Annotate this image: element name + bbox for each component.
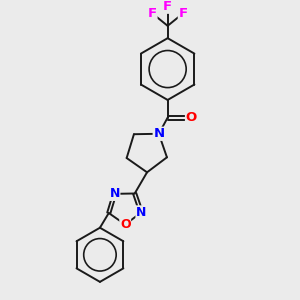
Text: N: N <box>153 127 164 140</box>
Text: F: F <box>178 7 188 20</box>
Text: F: F <box>163 0 172 13</box>
Text: N: N <box>136 206 146 219</box>
Text: O: O <box>186 111 197 124</box>
Text: F: F <box>148 7 157 20</box>
Text: O: O <box>120 218 130 231</box>
Text: N: N <box>110 187 120 200</box>
